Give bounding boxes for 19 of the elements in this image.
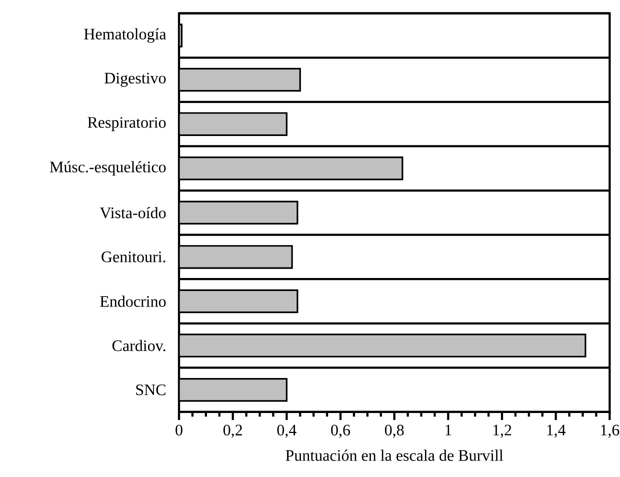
x-tick-label: 1 xyxy=(446,424,452,436)
x-tick-label: 1,2 xyxy=(493,424,512,438)
y-tick-label: Respiratorio xyxy=(88,117,166,132)
x-tick-label: 0,2 xyxy=(223,424,242,438)
x-tick-label: 0,4 xyxy=(277,424,296,438)
y-tick-label: Digestivo xyxy=(104,72,166,87)
y-tick-label: Hematología xyxy=(84,28,166,43)
x-tick-label: 1,4 xyxy=(547,424,566,438)
y-tick-label: Endocrino xyxy=(100,296,166,307)
x-tick-label: 0,6 xyxy=(331,424,350,438)
x-axis-title: Puntuación en la escala de Burvill xyxy=(286,450,504,461)
y-tick-label: Músc.-esquelético xyxy=(50,161,166,176)
y-tick-label: Cardiov. xyxy=(112,340,166,352)
x-tick-label: 0 xyxy=(176,424,182,436)
y-tick-label: Genitouri. xyxy=(102,252,166,262)
y-tick-label: Vista-oído xyxy=(100,206,166,218)
x-tick-label: 0,8 xyxy=(384,424,404,438)
y-tick-label: SNC xyxy=(136,384,166,396)
x-tick-label: 1,6 xyxy=(601,424,620,438)
